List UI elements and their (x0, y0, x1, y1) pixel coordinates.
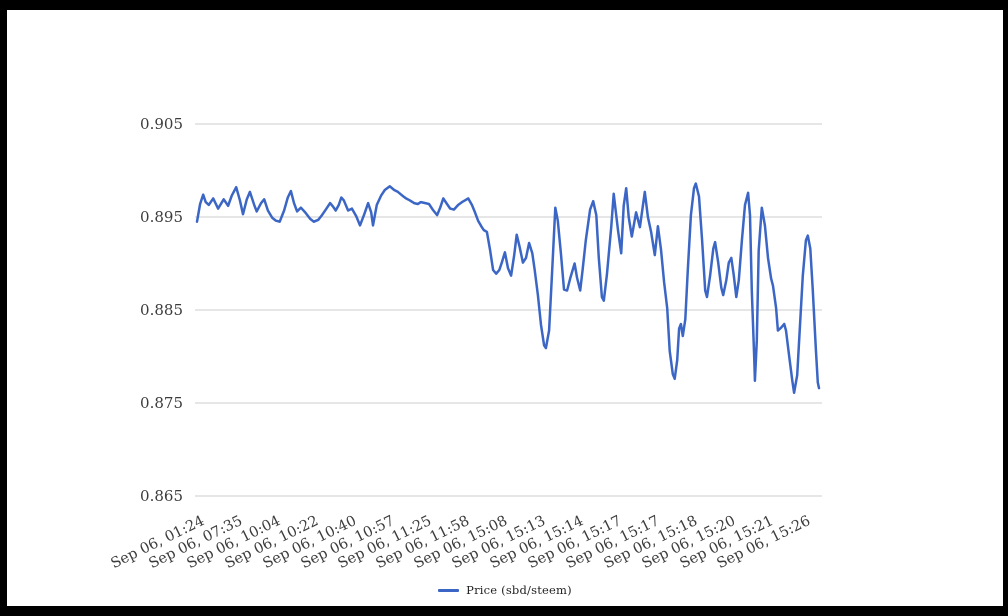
y-axis-label: 0.865 (140, 487, 183, 505)
legend: Price (sbd/steem) (7, 579, 1003, 601)
y-axis-label: 0.885 (140, 301, 183, 319)
y-axis-label: 0.905 (140, 115, 183, 133)
y-axis-label: 0.875 (140, 394, 183, 412)
chart-svg[interactable] (195, 122, 825, 502)
chart-canvas: 0.905 0.895 0.885 0.875 0.865 Sep 06, 01:24 S… (7, 10, 1003, 606)
price-line[interactable] (195, 182, 821, 395)
legend-line-swatch (438, 588, 460, 592)
y-axis-label: 0.895 (140, 208, 183, 226)
legend-label: Price (sbd/steem) (466, 583, 572, 597)
